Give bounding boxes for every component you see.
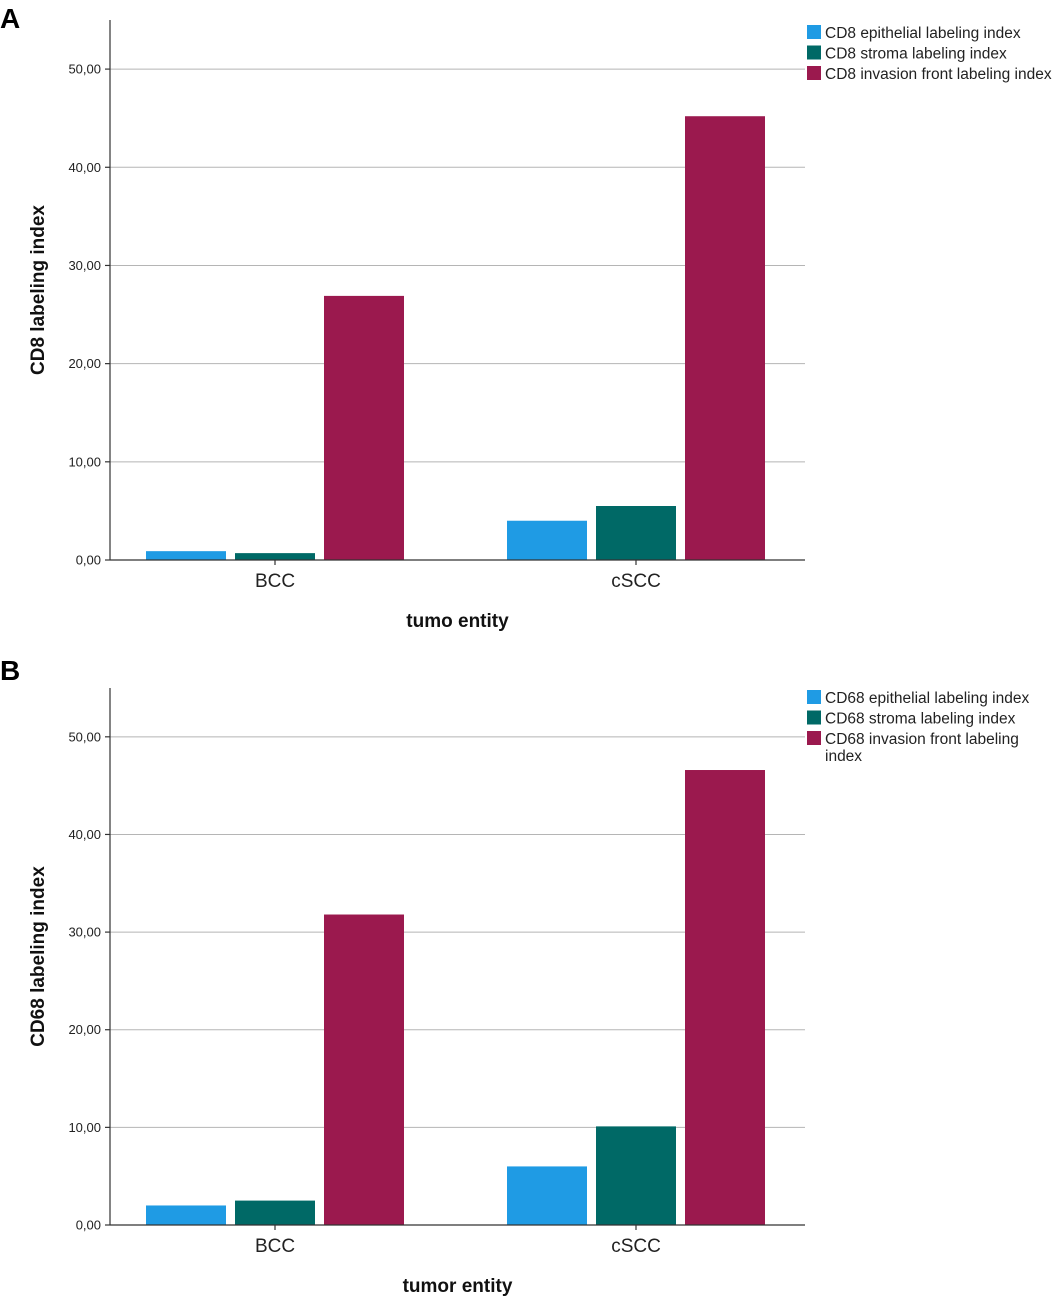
y-tick-label: 40,00 — [68, 160, 101, 175]
bar-invasion-bcc — [324, 295, 404, 560]
legend-swatch-invasion — [807, 66, 821, 80]
legend-swatch-epithelial — [807, 690, 821, 704]
bar-stroma-bcc — [235, 553, 315, 560]
x-axis-label: tumor entity — [403, 1276, 513, 1296]
y-tick-label: 20,00 — [68, 356, 101, 371]
y-axis-label: CD68 labeling index — [28, 866, 49, 1047]
bar-epithelial-cscc — [507, 1166, 587, 1225]
panel-letter: B — [0, 655, 20, 686]
y-tick-label: 20,00 — [68, 1022, 101, 1037]
bar-invasion-cscc — [685, 770, 765, 1225]
y-tick-label: 10,00 — [68, 454, 101, 469]
legend-label-stroma: CD8 stroma labeling index — [825, 46, 1007, 63]
legend-label-invasion: CD68 invasion front labeling — [825, 731, 1019, 748]
x-tick-label: BCC — [255, 1236, 295, 1257]
legend-label-epithelial: CD68 epithelial labeling index — [825, 690, 1029, 707]
legend: CD8 epithelial labeling index CD8 stroma … — [807, 25, 1052, 83]
y-tick-label: 50,00 — [68, 62, 101, 77]
chart-panel-b: B 0,00 10,00 20,00 30,00 40,00 50,00 BCC cSCC tum… — [0, 655, 1029, 1296]
bar-stroma-bcc — [235, 1200, 315, 1225]
legend-swatch-stroma — [807, 45, 821, 60]
y-axis-label: CD8 labeling index — [28, 205, 49, 375]
bar-epithelial-bcc — [146, 551, 226, 560]
chart-panel-a: A 0,00 10,00 20,00 30,00 40,00 50,00 BCC cSCC tum… — [0, 3, 1052, 632]
x-tick-label: cSCC — [611, 1236, 661, 1257]
bar-epithelial-cscc — [507, 520, 587, 560]
y-tick-label: 10,00 — [68, 1120, 101, 1135]
bar-invasion-cscc — [685, 116, 765, 560]
legend-swatch-epithelial — [807, 25, 821, 39]
y-tick-label: 30,00 — [68, 258, 101, 273]
x-tick-label: cSCC — [611, 571, 661, 592]
legend-swatch-invasion — [807, 731, 821, 745]
legend-label-stroma: CD68 stroma labeling index — [825, 711, 1016, 728]
legend-label-invasion: CD8 invasion front labeling index — [825, 66, 1052, 83]
y-tick-label: 0,00 — [76, 1218, 101, 1233]
legend-label-epithelial: CD8 epithelial labeling index — [825, 25, 1021, 42]
bar-stroma-cscc — [596, 506, 676, 560]
legend-label-invasion: index — [825, 748, 862, 765]
y-tick-label: 30,00 — [68, 925, 101, 940]
y-tick-label: 0,00 — [76, 553, 101, 568]
legend: CD68 epithelial labeling index CD68 strom… — [807, 690, 1029, 765]
y-tick-label: 40,00 — [68, 827, 101, 842]
y-tick-label: 50,00 — [68, 729, 101, 744]
legend-swatch-stroma — [807, 710, 821, 725]
bar-epithelial-bcc — [146, 1205, 226, 1225]
x-axis-label: tumo entity — [406, 611, 509, 632]
bar-stroma-cscc — [596, 1126, 676, 1225]
panel-letter: A — [0, 3, 20, 34]
x-tick-label: BCC — [255, 571, 295, 592]
bar-invasion-bcc — [324, 914, 404, 1225]
